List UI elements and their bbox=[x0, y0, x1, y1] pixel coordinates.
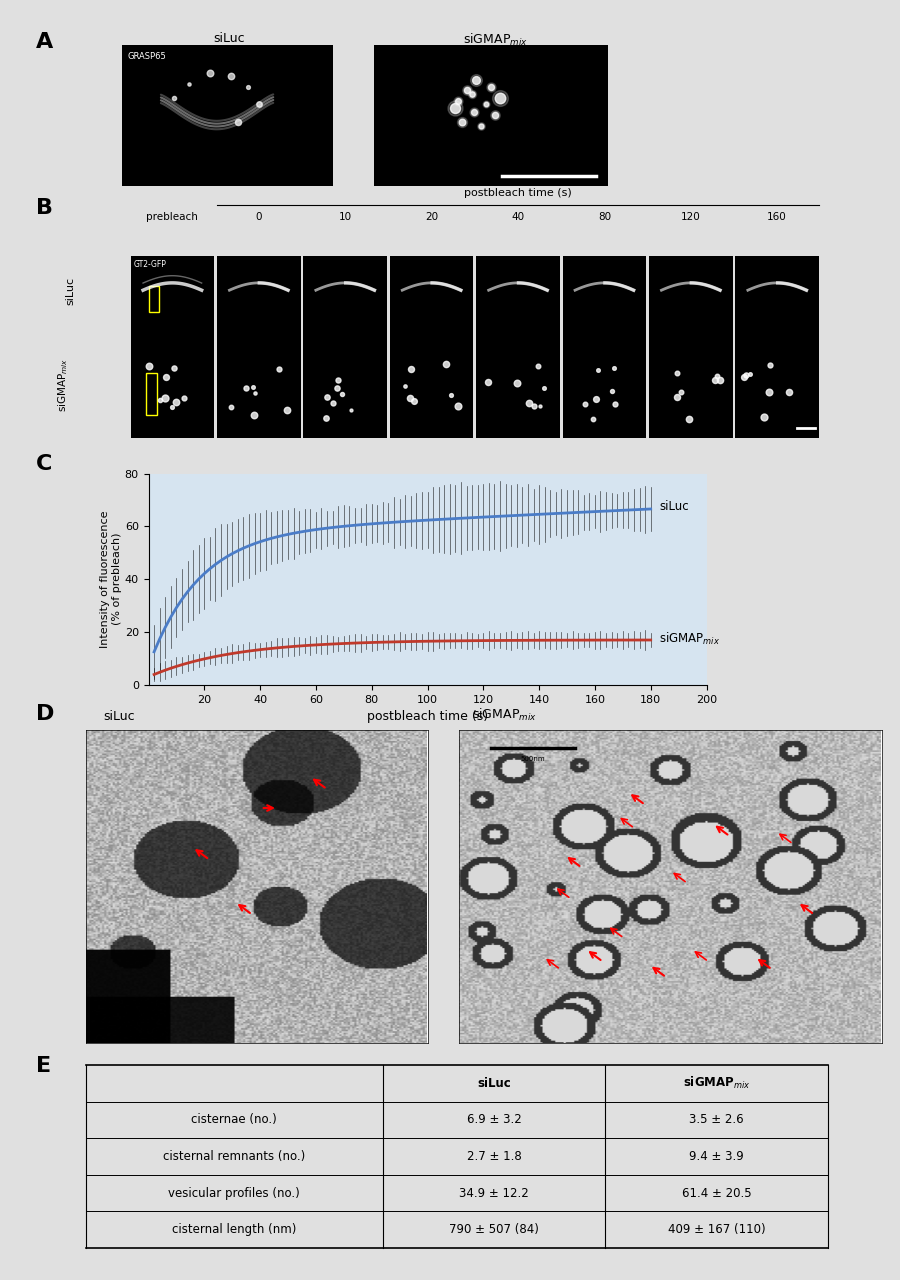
Text: GRASP65: GRASP65 bbox=[128, 51, 166, 61]
Text: siGMAP$_{mix}$: siGMAP$_{mix}$ bbox=[56, 358, 70, 412]
Text: postbleach time (s): postbleach time (s) bbox=[464, 188, 572, 198]
Text: 10: 10 bbox=[338, 212, 352, 223]
Text: A: A bbox=[36, 32, 53, 52]
Text: cisternae (no.): cisternae (no.) bbox=[191, 1114, 277, 1126]
Text: D: D bbox=[36, 704, 54, 724]
Text: cisternal remnants (no.): cisternal remnants (no.) bbox=[163, 1149, 305, 1164]
Text: B: B bbox=[36, 198, 53, 219]
Text: 80: 80 bbox=[598, 212, 611, 223]
Text: vesicular profiles (no.): vesicular profiles (no.) bbox=[168, 1187, 300, 1199]
Y-axis label: Intensity of fluorescence
(% of prebleach): Intensity of fluorescence (% of prebleac… bbox=[100, 511, 122, 648]
Text: 2.7 ± 1.8: 2.7 ± 1.8 bbox=[466, 1149, 521, 1164]
Text: C: C bbox=[36, 454, 52, 475]
Bar bbox=[148, 287, 159, 311]
X-axis label: postbleach time (s): postbleach time (s) bbox=[367, 710, 488, 723]
Text: siGMAP$_{mix}$: siGMAP$_{mix}$ bbox=[472, 707, 537, 723]
Text: 160: 160 bbox=[768, 212, 787, 223]
Text: 34.9 ± 12.2: 34.9 ± 12.2 bbox=[459, 1187, 529, 1199]
Text: 0: 0 bbox=[256, 212, 262, 223]
Text: 500nm: 500nm bbox=[521, 756, 545, 763]
Text: cisternal length (nm): cisternal length (nm) bbox=[172, 1224, 296, 1236]
Text: siGMAP$_{mix}$: siGMAP$_{mix}$ bbox=[659, 631, 720, 646]
Text: siLuc: siLuc bbox=[659, 499, 688, 513]
Bar bbox=[146, 374, 158, 415]
Text: E: E bbox=[36, 1056, 51, 1076]
Text: siLuc: siLuc bbox=[477, 1076, 511, 1089]
Text: 3.5 ± 2.6: 3.5 ± 2.6 bbox=[689, 1114, 744, 1126]
Text: siGMAP$_{mix}$: siGMAP$_{mix}$ bbox=[463, 32, 527, 49]
Text: 409 ± 167 (110): 409 ± 167 (110) bbox=[668, 1224, 765, 1236]
Text: 61.4 ± 20.5: 61.4 ± 20.5 bbox=[682, 1187, 752, 1199]
Text: 40: 40 bbox=[511, 212, 525, 223]
Text: 20: 20 bbox=[425, 212, 438, 223]
Text: prebleach: prebleach bbox=[147, 212, 198, 223]
Text: 6.9 ± 3.2: 6.9 ± 3.2 bbox=[466, 1114, 521, 1126]
Text: 9.4 ± 3.9: 9.4 ± 3.9 bbox=[689, 1149, 744, 1164]
Text: GT2-GFP: GT2-GFP bbox=[134, 260, 166, 269]
Text: siLuc: siLuc bbox=[213, 32, 246, 45]
Text: siLuc: siLuc bbox=[65, 276, 76, 305]
Text: siGMAP$_{mix}$: siGMAP$_{mix}$ bbox=[683, 1075, 751, 1092]
Text: 790 ± 507 (84): 790 ± 507 (84) bbox=[449, 1224, 539, 1236]
Text: 120: 120 bbox=[681, 212, 700, 223]
Text: siLuc: siLuc bbox=[104, 710, 135, 723]
